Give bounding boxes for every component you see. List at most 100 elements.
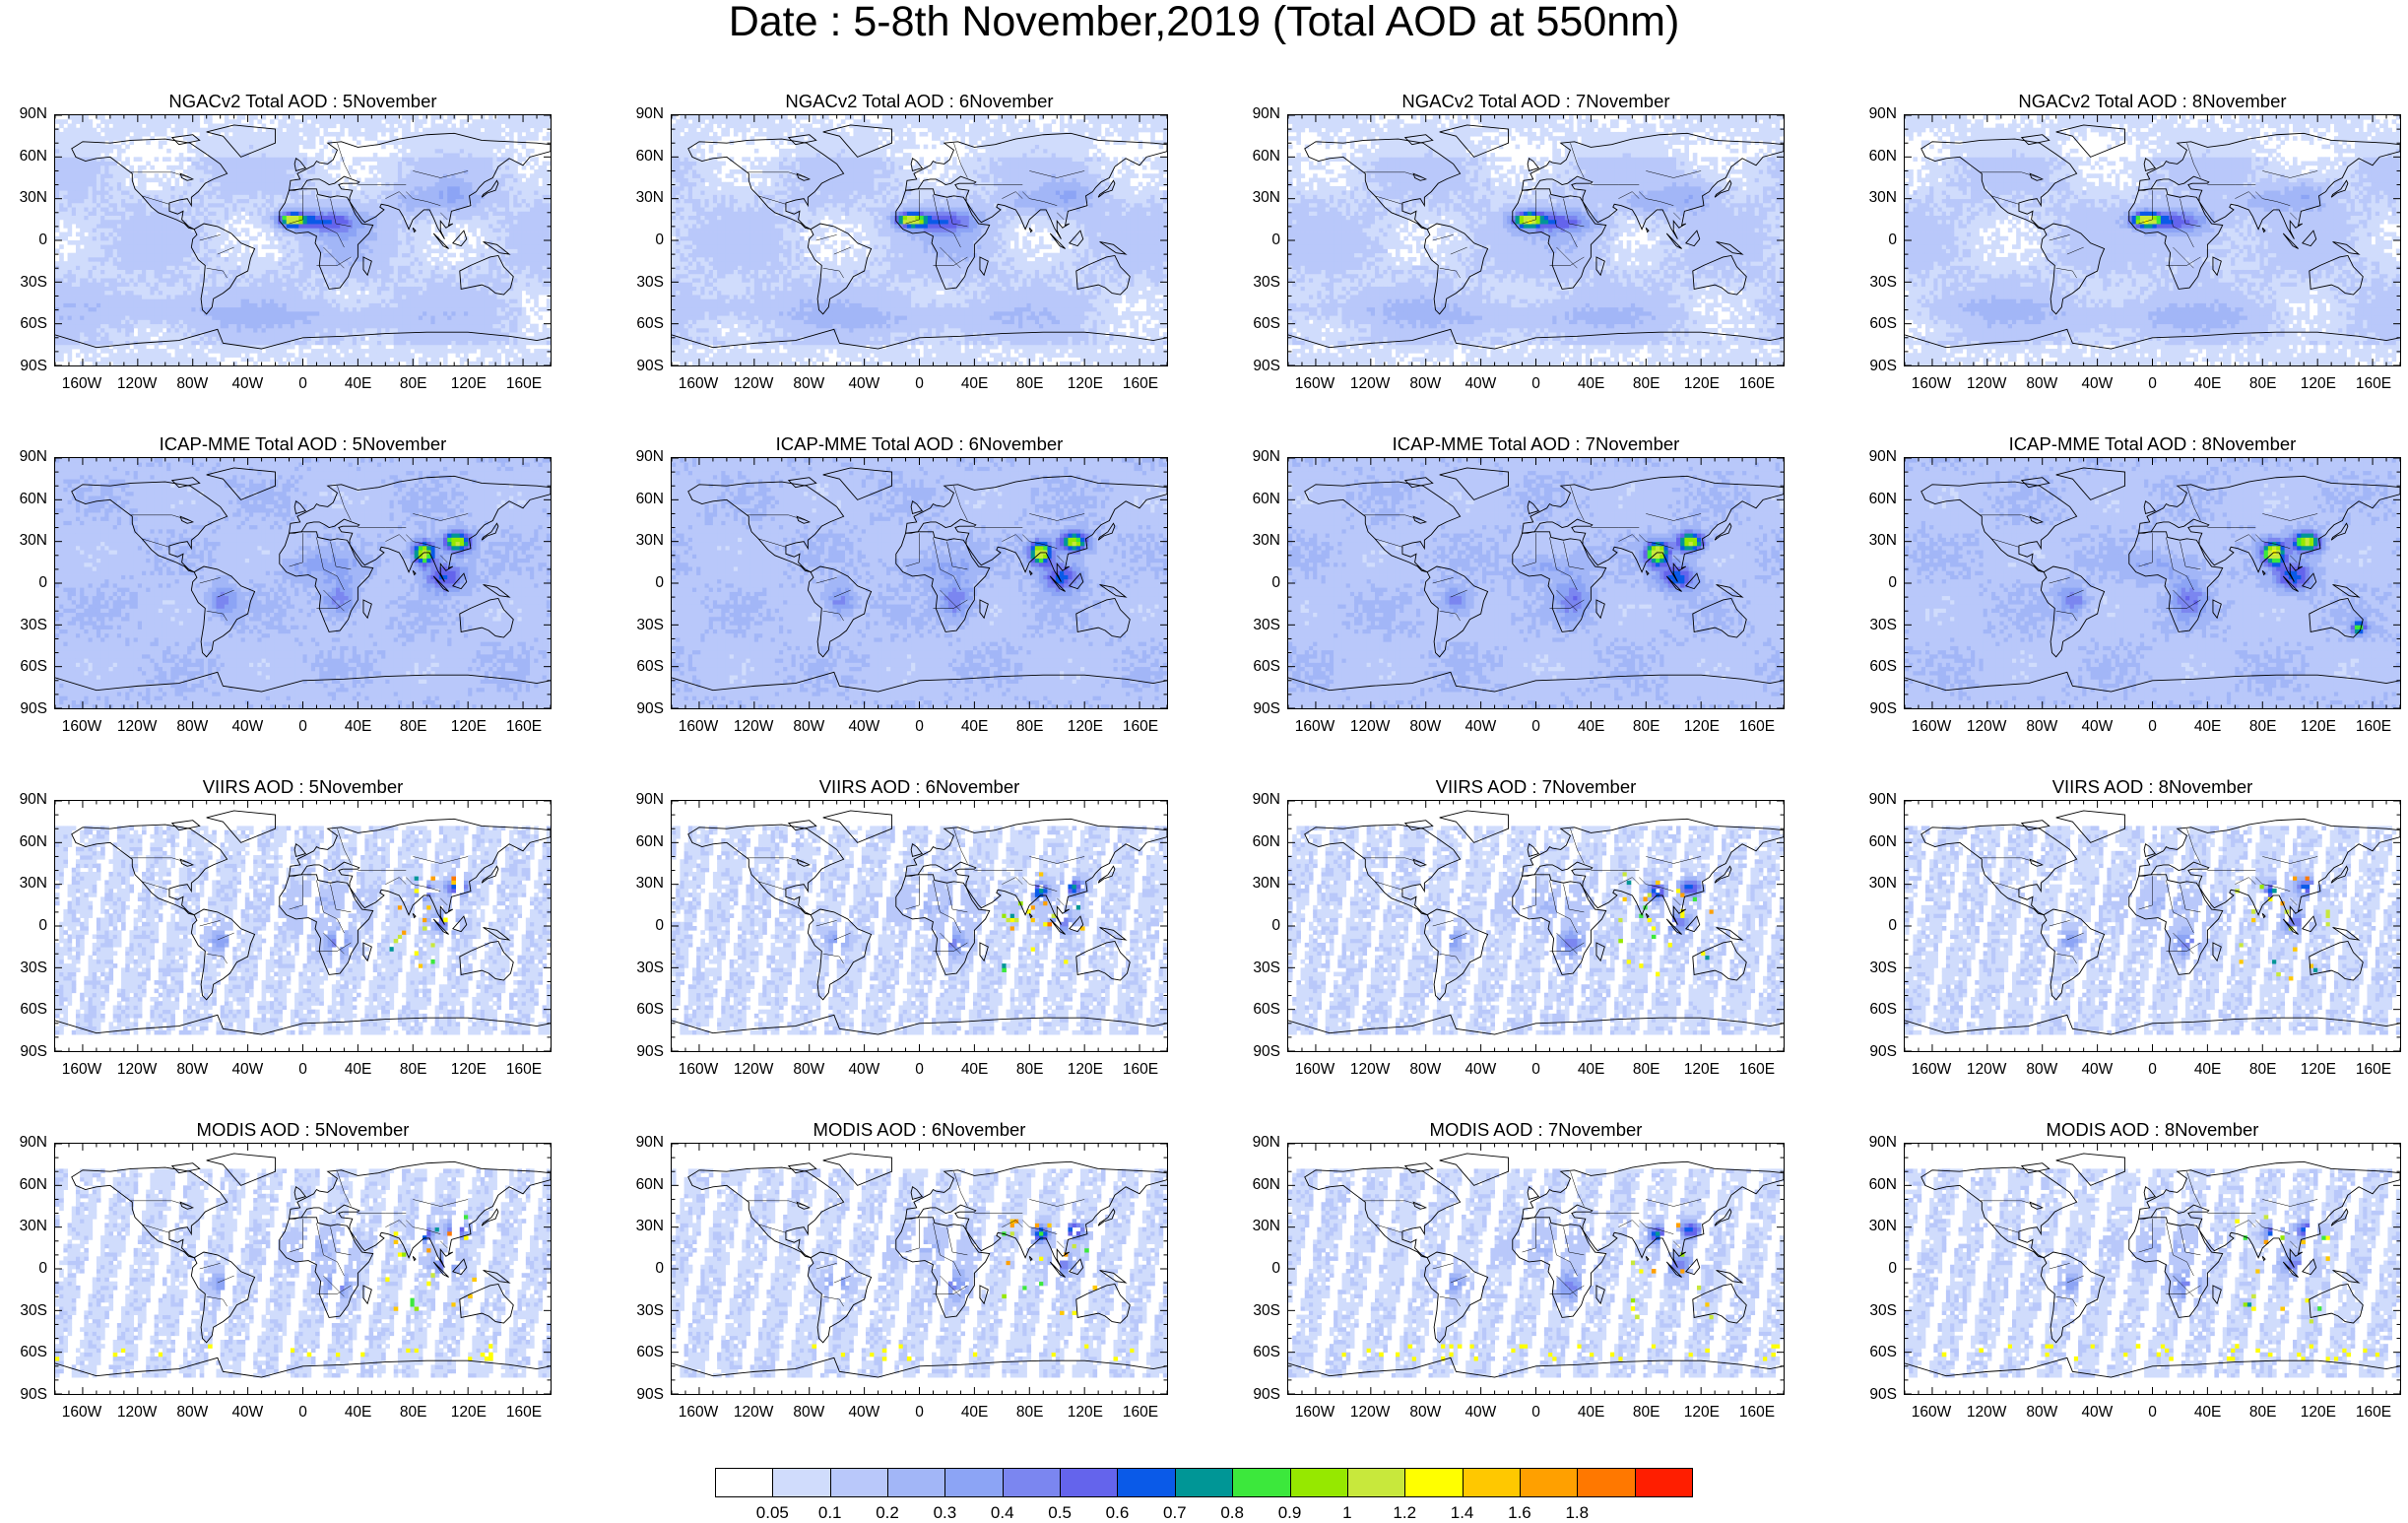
lat-tick-label: 30S [1850,618,1897,633]
lat-tick-label: 0 [617,918,664,934]
lat-tick-label: 90S [0,1044,47,1060]
lat-tick-label: 30S [0,960,47,976]
lon-tick-label: 40W [1451,719,1510,735]
lat-tick-label: 90N [1850,106,1897,122]
lon-tick-label: 120E [2289,719,2348,735]
colorbar-swatch [1347,1468,1405,1497]
lat-tick-label: 60N [1850,1177,1897,1193]
lat-tick-label: 30N [1233,533,1280,549]
lat-tick-label: 0 [1850,575,1897,591]
lat-tick-label: 60S [1850,316,1897,332]
lat-tick-label: 90S [1850,701,1897,717]
lat-tick-label: 30N [1850,1219,1897,1234]
colorbar-label: 0.7 [1150,1504,1200,1522]
lon-tick-label: 80E [1001,1405,1060,1421]
lon-tick-label: 160W [1902,1405,1961,1421]
lat-tick-label: 90N [1850,449,1897,465]
lat-tick-label: 30S [617,1303,664,1319]
lon-tick-label: 160E [494,1062,553,1078]
lat-tick-label: 90S [617,1387,664,1403]
lon-tick-label: 40W [834,1405,893,1421]
map-panel: VIIRS AOD : 5November 90N 60N 30N 0 30S 60S 90S… [0,776,552,1092]
lon-tick-label: 80E [384,1405,443,1421]
lat-tick-label: 90N [0,449,47,465]
colorbar-swatch [1290,1468,1348,1497]
lat-tick-label: 0 [617,575,664,591]
lon-tick-label: 40E [2179,1062,2238,1078]
lat-tick-label: 60N [1850,492,1897,507]
lat-tick-label: 30N [617,190,664,206]
lon-tick-label: 0 [1507,1062,1566,1078]
lat-tick-label: 90N [1233,792,1280,808]
panel-title: VIIRS AOD : 6November [671,776,1168,798]
lon-tick-label: 40W [1451,1062,1510,1078]
lon-tick-label: 80W [163,376,222,392]
map-panel: MODIS AOD : 8November 90N 60N 30N 0 30S 60S 90S… [1850,1119,2401,1434]
lon-tick-label: 0 [2123,719,2182,735]
lon-tick-label: 40E [2179,719,2238,735]
lon-tick-label: 80E [1001,376,1060,392]
lon-tick-label: 40E [945,1062,1005,1078]
lon-tick-label: 0 [274,376,333,392]
lon-tick-label: 80W [2012,719,2071,735]
lon-tick-label: 80E [1617,1062,1676,1078]
map-panel: VIIRS AOD : 8November 90N 60N 30N 0 30S 60S 90S… [1850,776,2401,1092]
lat-tick-label: 60S [1850,659,1897,675]
lon-tick-label: 40E [1562,719,1621,735]
colorbar-label: 1.8 [1552,1504,1601,1522]
lon-tick-label: 0 [1507,1405,1566,1421]
lon-tick-label: 160E [1111,1062,1170,1078]
lat-tick-label: 60N [1233,834,1280,850]
lat-tick-label: 0 [0,918,47,934]
lon-tick-label: 120E [439,1405,498,1421]
lon-tick-label: 120E [1672,719,1731,735]
lon-tick-label: 160W [1902,376,1961,392]
map-panel: ICAP-MME Total AOD : 5November 90N 60N 30N 0… [0,433,552,749]
lon-tick-label: 160E [2344,719,2403,735]
lon-tick-label: 0 [2123,1405,2182,1421]
panel-title: NGACv2 Total AOD : 7November [1287,91,1785,112]
lon-tick-label: 40W [1451,1405,1510,1421]
aod-map [55,801,551,1051]
lat-tick-label: 30N [1850,190,1897,206]
lon-tick-label: 80W [779,1405,838,1421]
lon-tick-label: 40W [218,376,277,392]
map-panel: NGACv2 Total AOD : 8November 90N 60N 30N 0 30… [1850,91,2401,406]
lat-tick-label: 60N [617,149,664,165]
lon-tick-label: 120E [2289,376,2348,392]
lon-tick-label: 120E [1056,1062,1115,1078]
lat-tick-label: 30S [617,960,664,976]
lon-tick-label: 160W [52,1405,111,1421]
lat-tick-label: 30S [1233,1303,1280,1319]
aod-map [1288,115,1784,365]
lat-tick-label: 30N [0,876,47,892]
lon-tick-label: 120E [439,376,498,392]
lat-tick-label: 60S [0,659,47,675]
lon-tick-label: 40W [2067,719,2126,735]
lat-tick-label: 0 [617,232,664,248]
lat-tick-label: 30S [1233,960,1280,976]
lat-tick-label: 30N [1233,190,1280,206]
lon-tick-label: 120W [107,719,166,735]
lat-tick-label: 30N [617,533,664,549]
lon-tick-label: 120W [1957,1062,2016,1078]
lon-tick-label: 160E [494,719,553,735]
lat-tick-label: 30N [617,876,664,892]
lat-tick-label: 90S [1850,359,1897,374]
lon-tick-label: 40W [218,1405,277,1421]
lon-tick-label: 0 [1507,376,1566,392]
colorbar-swatch [887,1468,945,1497]
lon-tick-label: 120W [1957,376,2016,392]
panel-title: ICAP-MME Total AOD : 8November [1904,433,2401,455]
lon-tick-label: 0 [890,719,949,735]
lon-tick-label: 80W [163,719,222,735]
map-panel: VIIRS AOD : 6November 90N 60N 30N 0 30S 60S 90S… [617,776,1168,1092]
lat-tick-label: 30S [1233,275,1280,291]
lat-tick-label: 60N [617,1177,664,1193]
lon-tick-label: 40E [2179,1405,2238,1421]
lon-tick-label: 160W [1902,719,1961,735]
lat-tick-label: 90N [1850,792,1897,808]
lat-tick-label: 60N [1850,834,1897,850]
lon-tick-label: 160E [1727,376,1787,392]
map-panel: ICAP-MME Total AOD : 7November 90N 60N 30N 0… [1233,433,1785,749]
